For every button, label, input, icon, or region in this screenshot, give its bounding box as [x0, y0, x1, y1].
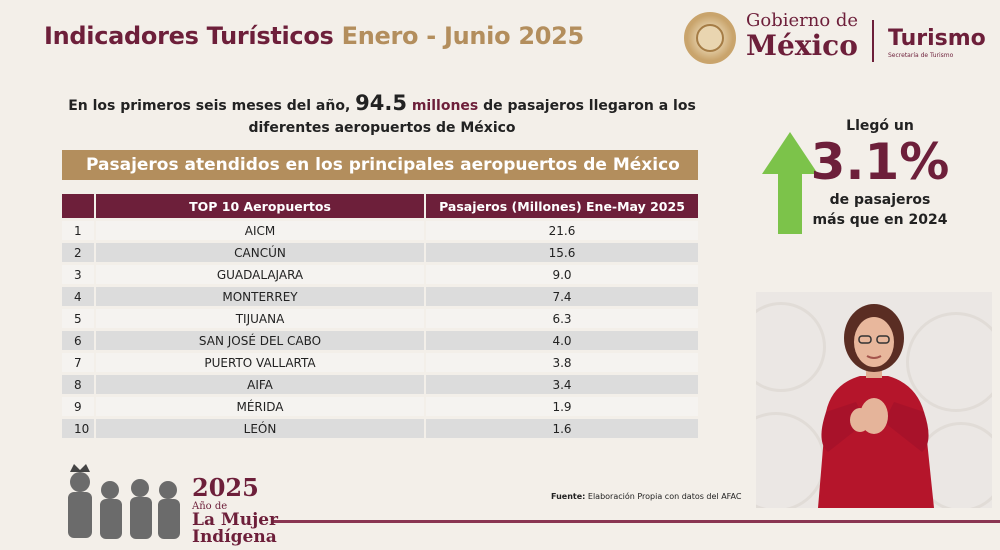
row-passengers: 3.8: [424, 353, 698, 372]
table-row: 7 PUERTO VALLARTA 3.8: [62, 353, 698, 372]
footer-divider: [272, 520, 1000, 523]
row-rank: 10: [62, 419, 94, 438]
growth-stat: Llegó un 3.1% de pasajeros más que en 20…: [800, 118, 960, 230]
title-main: Indicadores Turísticos: [44, 22, 334, 50]
header-airport: TOP 10 Aeropuertos: [94, 194, 424, 218]
table-row: 4 MONTERREY 7.4: [62, 287, 698, 306]
indigenous-women-illustration: [68, 464, 180, 539]
source-text: Elaboración Propia con datos del AFAC: [587, 492, 742, 501]
interpreter-figure: [818, 304, 934, 508]
row-rank: 3: [62, 265, 94, 284]
row-airport: SAN JOSÉ DEL CABO: [94, 331, 424, 350]
national-seal-icon: [684, 12, 736, 64]
source-label: Fuente:: [551, 492, 586, 501]
intro-value: 94.5: [355, 91, 407, 115]
table-row: 2 CANCÚN 15.6: [62, 243, 698, 262]
stat-value: 3.1%: [810, 133, 950, 191]
row-rank: 4: [62, 287, 94, 306]
intro-unit: millones: [411, 98, 479, 114]
logo-turismo-subtext: Secretaría de Turismo: [888, 52, 954, 59]
row-airport: AICM: [94, 221, 424, 240]
row-passengers: 4.0: [424, 331, 698, 350]
table-row: 5 TIJUANA 6.3: [62, 309, 698, 328]
year-sub: Año de: [192, 501, 228, 512]
table-header-row: TOP 10 Aeropuertos Pasajeros (Millones) …: [62, 194, 698, 218]
row-rank: 1: [62, 221, 94, 240]
source-note: Fuente: Elaboración Propia con datos del…: [551, 492, 741, 501]
row-rank: 7: [62, 353, 94, 372]
row-passengers: 3.4: [424, 375, 698, 394]
year-line2: La Mujer: [192, 510, 278, 530]
row-rank: 2: [62, 243, 94, 262]
intro-part2: de pasajeros llegaron a los: [483, 98, 696, 114]
logo-mexico-text: México: [746, 29, 858, 62]
logo-turismo-text: Turismo: [888, 26, 986, 51]
row-airport: TIJUANA: [94, 309, 424, 328]
row-passengers: 6.3: [424, 309, 698, 328]
header-passengers: Pasajeros (Millones) Ene-May 2025: [424, 194, 698, 218]
row-airport: MONTERREY: [94, 287, 424, 306]
sign-language-interpreter-video: [756, 292, 992, 508]
row-rank: 8: [62, 375, 94, 394]
intro-text: En los primeros seis meses del año, 94.5…: [64, 92, 700, 139]
row-passengers: 9.0: [424, 265, 698, 284]
stat-post2: más que en 2024: [812, 212, 948, 228]
table-banner: Pasajeros atendidos en los principales a…: [62, 150, 698, 180]
logo-gobierno-text: Gobierno de: [746, 10, 859, 31]
row-rank: 5: [62, 309, 94, 328]
row-rank: 9: [62, 397, 94, 416]
year-logo: 2025 Año de La Mujer Indígena: [192, 476, 278, 546]
title-period: Enero - Junio 2025: [341, 22, 585, 50]
table-row: 9 MÉRIDA 1.9: [62, 397, 698, 416]
row-airport: PUERTO VALLARTA: [94, 353, 424, 372]
stat-post1: de pasajeros: [829, 192, 931, 208]
row-passengers: 1.9: [424, 397, 698, 416]
table-row: 8 AIFA 3.4: [62, 375, 698, 394]
row-airport: MÉRIDA: [94, 397, 424, 416]
year-number: 2025: [192, 473, 259, 502]
airports-table: TOP 10 Aeropuertos Pasajeros (Millones) …: [62, 191, 698, 441]
table-row: 6 SAN JOSÉ DEL CABO 4.0: [62, 331, 698, 350]
row-rank: 6: [62, 331, 94, 350]
intro-part1: En los primeros seis meses del año,: [68, 98, 351, 114]
table-row: 3 GUADALAJARA 9.0: [62, 265, 698, 284]
page-title: Indicadores Turísticos Enero - Junio 202…: [44, 22, 584, 50]
table-row: 1 AICM 21.6: [62, 221, 698, 240]
year-line3: Indígena: [192, 527, 277, 547]
row-passengers: 21.6: [424, 221, 698, 240]
row-passengers: 15.6: [424, 243, 698, 262]
row-airport: AIFA: [94, 375, 424, 394]
row-passengers: 1.6: [424, 419, 698, 438]
logo-divider: [872, 20, 874, 62]
header-rank: [62, 194, 94, 218]
row-passengers: 7.4: [424, 287, 698, 306]
intro-line2: diferentes aeropuertos de México: [248, 120, 516, 136]
row-airport: LEÓN: [94, 419, 424, 438]
row-airport: CANCÚN: [94, 243, 424, 262]
gobierno-turismo-logo: Gobierno de México Turismo Secretaría de…: [684, 12, 994, 67]
arrow-up-icon: [762, 132, 818, 234]
table-row: 10 LEÓN 1.6: [62, 419, 698, 438]
row-airport: GUADALAJARA: [94, 265, 424, 284]
stat-pre: Llegó un: [846, 118, 914, 134]
